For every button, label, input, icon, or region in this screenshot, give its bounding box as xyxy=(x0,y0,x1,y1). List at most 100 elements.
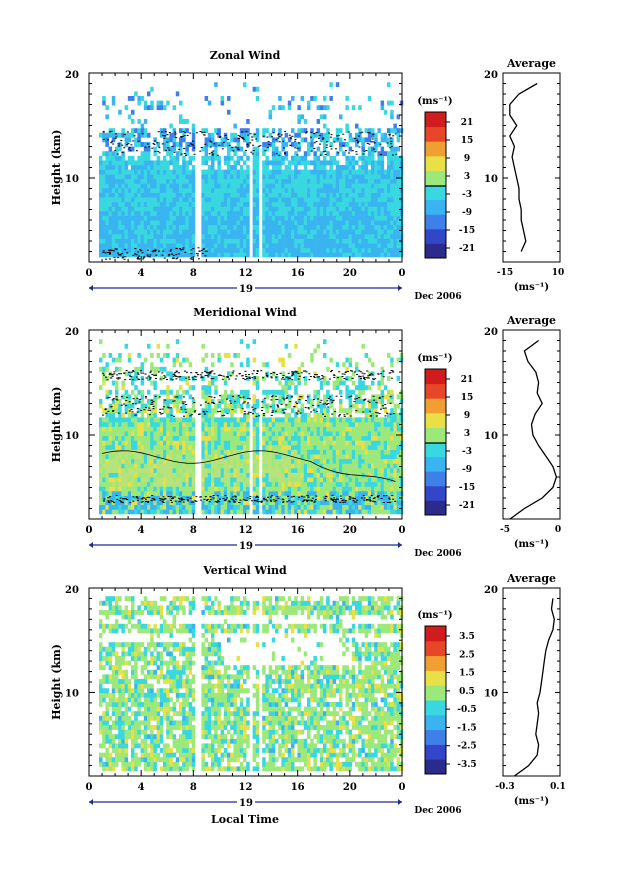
heatmap-cell xyxy=(278,408,282,414)
contour-segment xyxy=(148,256,151,258)
heatmap-cell xyxy=(265,422,269,427)
heatmap-cell xyxy=(291,440,295,446)
heatmap-cell xyxy=(393,504,397,510)
heatmap-cell xyxy=(262,229,266,235)
heatmap-cell xyxy=(390,477,394,483)
heatmap-cell xyxy=(111,234,116,239)
heatmap-cell xyxy=(271,247,276,253)
heatmap-cell xyxy=(310,509,314,515)
heatmap-cell xyxy=(307,417,311,423)
heatmap-cell xyxy=(307,454,311,460)
heatmap-cell xyxy=(179,468,183,473)
heatmap-cell xyxy=(393,408,397,414)
heatmap-cell xyxy=(310,174,314,180)
heatmap-cell xyxy=(143,481,148,487)
heatmap-cell xyxy=(156,435,161,441)
heatmap-cell xyxy=(262,426,266,432)
heatmap-cell xyxy=(127,238,132,244)
heatmap-cell xyxy=(111,174,116,180)
heatmap-cell xyxy=(169,472,173,478)
heatmap-cell xyxy=(255,201,260,207)
heatmap-field xyxy=(99,82,404,258)
contour-segment xyxy=(183,135,186,137)
heatmap-cell xyxy=(348,211,353,216)
heatmap-cell xyxy=(239,211,244,216)
heatmap-cell xyxy=(217,431,221,437)
heatmap-cell xyxy=(150,431,154,437)
contour-segment xyxy=(114,150,117,151)
heatmap-cell xyxy=(143,238,148,244)
heatmap-cell xyxy=(339,426,343,432)
heatmap-cell xyxy=(143,243,148,249)
heatmap-cell xyxy=(326,463,330,469)
heatmap-cell xyxy=(118,211,122,216)
heatmap-cell xyxy=(156,509,161,515)
heatmap-cell xyxy=(303,215,308,221)
heatmap-cell xyxy=(118,509,122,515)
heatmap-cell xyxy=(134,454,138,460)
heatmap-cell xyxy=(147,426,151,432)
heatmap-cell xyxy=(275,146,279,152)
heatmap-cell xyxy=(140,426,145,432)
heatmap-cell xyxy=(297,224,301,230)
heatmap-cell xyxy=(163,486,167,492)
heatmap-cell xyxy=(335,426,340,432)
heatmap-cell xyxy=(319,403,324,409)
heatmap-cell xyxy=(374,412,378,418)
heatmap-cell xyxy=(153,440,157,446)
heatmap-cell xyxy=(175,238,180,244)
heatmap-cell xyxy=(281,449,285,455)
heatmap-cell xyxy=(230,426,234,432)
heatmap-cell xyxy=(300,422,305,427)
heatmap-cell xyxy=(131,128,135,134)
heatmap-cell xyxy=(284,132,289,138)
heatmap-cell xyxy=(348,160,353,166)
heatmap-cell xyxy=(163,449,167,455)
heatmap-cell xyxy=(307,151,311,157)
heatmap-cell xyxy=(271,243,276,249)
heatmap-cell xyxy=(387,197,391,203)
heatmap-cell xyxy=(188,211,193,216)
heatmap-cell xyxy=(284,417,289,423)
heatmap-cell xyxy=(377,495,381,501)
heatmap-cell xyxy=(396,463,401,469)
heatmap-cell xyxy=(204,463,209,469)
heatmap-cell xyxy=(297,132,301,138)
heatmap-cell xyxy=(105,192,109,198)
heatmap-cell xyxy=(316,234,321,239)
heatmap-cell xyxy=(207,183,212,189)
heatmap-cell xyxy=(358,188,362,193)
heatmap-cell xyxy=(220,454,225,460)
heatmap-cell xyxy=(361,431,365,437)
heatmap-cell xyxy=(111,220,116,226)
heatmap-cell xyxy=(255,509,260,515)
heatmap-cell xyxy=(239,463,244,469)
heatmap-cell xyxy=(169,188,173,193)
heatmap-cell xyxy=(255,174,260,180)
heatmap-cell xyxy=(191,426,196,432)
heatmap-cell xyxy=(281,142,285,147)
heatmap-cell xyxy=(137,165,141,170)
heatmap-cell xyxy=(367,449,372,455)
contour-segment xyxy=(239,135,242,137)
heatmap-cell xyxy=(239,500,244,506)
heatmap-cell xyxy=(204,234,209,239)
heatmap-cell xyxy=(380,472,385,478)
contour-segment xyxy=(196,255,199,257)
heatmap-cell xyxy=(153,188,157,193)
heatmap-cell xyxy=(332,440,337,446)
heatmap-cell xyxy=(291,509,295,515)
heatmap-cell xyxy=(153,491,157,496)
heatmap-cell xyxy=(268,215,273,221)
heatmap-cell xyxy=(121,504,125,510)
heatmap-cell xyxy=(387,435,391,441)
heatmap-cell xyxy=(252,215,257,221)
heatmap-cell xyxy=(390,192,394,198)
heatmap-cell xyxy=(137,211,141,216)
heatmap-cell xyxy=(342,142,346,147)
contour-segment xyxy=(246,143,249,145)
contour-segment xyxy=(109,258,111,260)
heatmap-cell xyxy=(201,426,205,432)
heatmap-cell xyxy=(99,174,103,180)
heatmap-cell xyxy=(300,234,305,239)
